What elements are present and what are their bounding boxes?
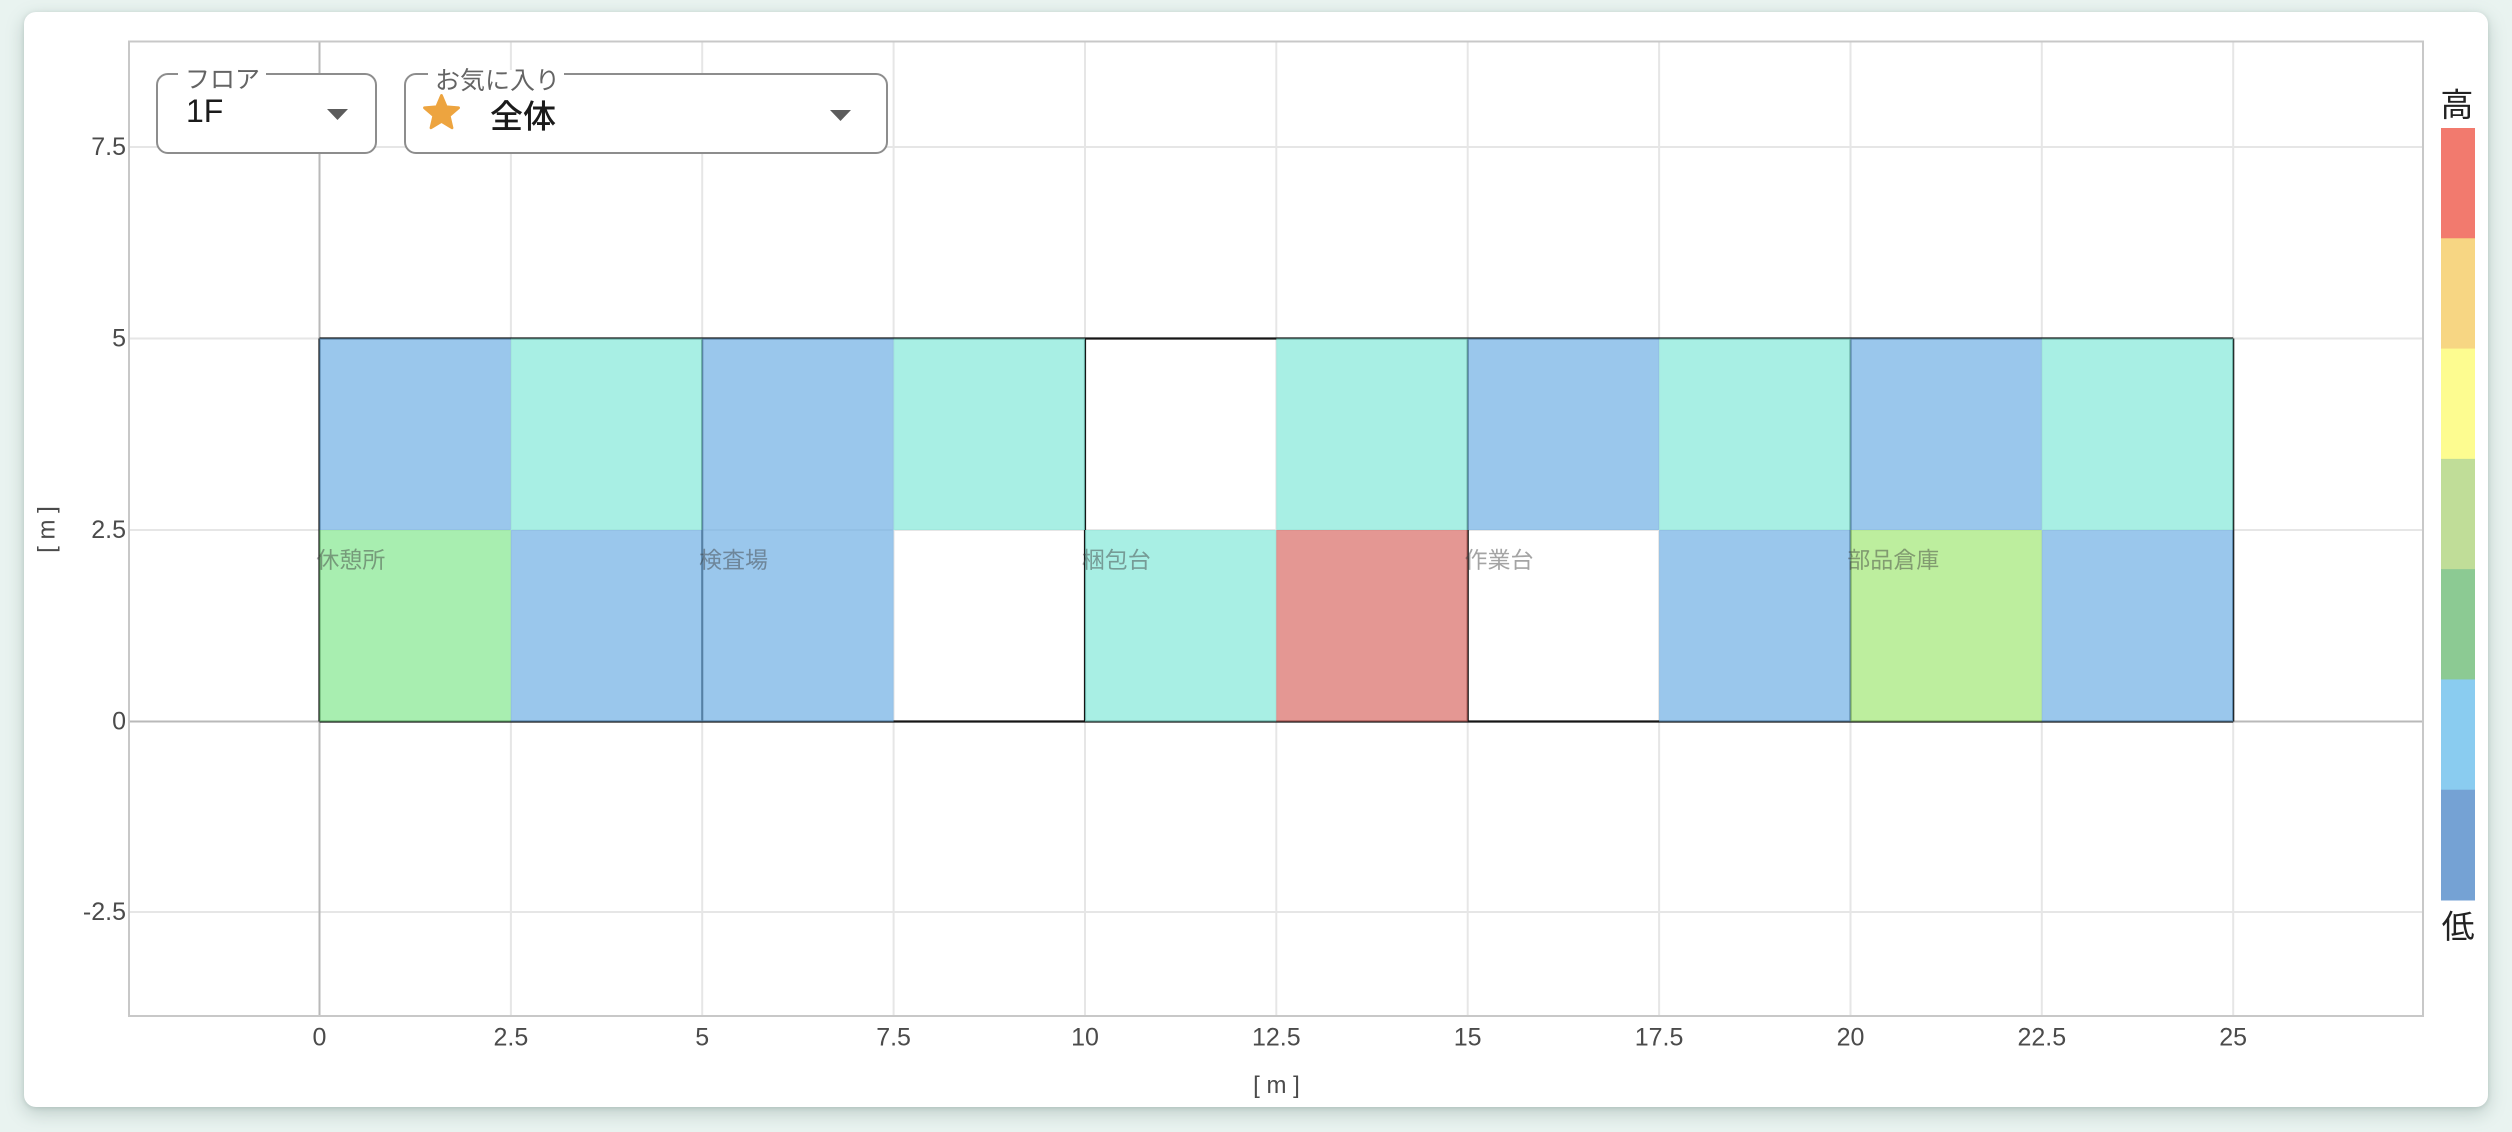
svg-text:25: 25 — [2219, 1024, 2247, 1052]
svg-text:0: 0 — [313, 1024, 327, 1052]
svg-text:0: 0 — [112, 707, 126, 735]
svg-text:[ m ]: [ m ] — [1253, 1072, 1300, 1099]
svg-text:5: 5 — [695, 1024, 709, 1052]
svg-text:20: 20 — [1837, 1024, 1865, 1052]
svg-text:2.5: 2.5 — [494, 1024, 529, 1052]
svg-text:[ m ]: [ m ] — [34, 506, 61, 553]
svg-text:5: 5 — [112, 324, 126, 352]
svg-text:10: 10 — [1071, 1024, 1099, 1052]
svg-text:7.5: 7.5 — [876, 1024, 911, 1052]
svg-text:15: 15 — [1454, 1024, 1482, 1052]
svg-text:2.5: 2.5 — [91, 516, 126, 544]
svg-text:17.5: 17.5 — [1635, 1024, 1684, 1052]
svg-text:22.5: 22.5 — [2017, 1024, 2066, 1052]
svg-text:-2.5: -2.5 — [83, 898, 126, 926]
svg-text:7.5: 7.5 — [91, 133, 126, 161]
svg-text:12.5: 12.5 — [1252, 1024, 1301, 1052]
